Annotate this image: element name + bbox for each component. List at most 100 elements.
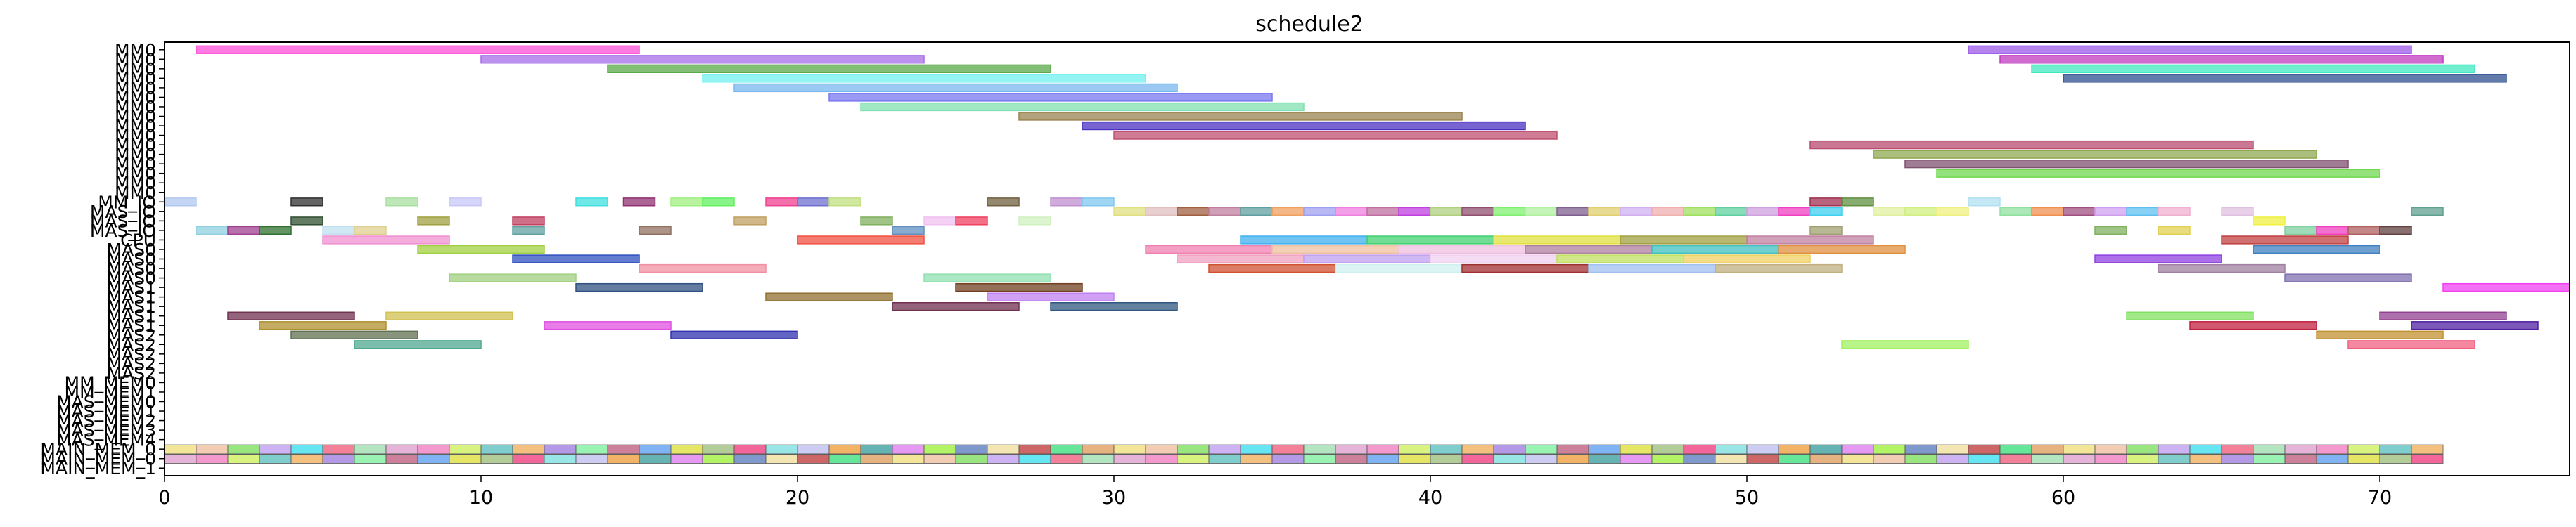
task-bar bbox=[512, 216, 545, 226]
task-bar bbox=[860, 216, 893, 226]
task-bar bbox=[1809, 197, 1843, 207]
task-bar bbox=[2094, 254, 2222, 264]
task-bar bbox=[512, 254, 640, 264]
task-bar bbox=[828, 197, 861, 207]
task-bar bbox=[2316, 226, 2349, 235]
memory-segment bbox=[1904, 454, 1937, 464]
memory-segment bbox=[860, 454, 893, 464]
lane-label: MAS1 bbox=[107, 297, 156, 317]
task-bar bbox=[955, 216, 988, 226]
lane-label: MAIN_MEM_0 bbox=[40, 449, 156, 469]
task-bar bbox=[1082, 121, 1526, 131]
x-tick-label: 20 bbox=[786, 487, 809, 509]
memory-segment bbox=[1082, 444, 1115, 455]
task-bar bbox=[290, 330, 418, 339]
memory-segment bbox=[1999, 444, 2032, 455]
memory-segment bbox=[259, 444, 292, 455]
task-bar bbox=[2158, 207, 2191, 216]
memory-segment bbox=[1620, 454, 1653, 464]
x-tick-label: 10 bbox=[469, 487, 493, 509]
memory-segment bbox=[1398, 454, 1431, 464]
task-bar bbox=[1999, 55, 2444, 64]
lane-label: MAS0 bbox=[107, 249, 156, 270]
memory-segment bbox=[2316, 454, 2349, 464]
task-bar bbox=[2411, 321, 2539, 330]
lane-label: MAS1 bbox=[107, 315, 156, 336]
task-bar bbox=[1556, 254, 1684, 264]
memory-segment bbox=[702, 454, 735, 464]
memory-segment bbox=[1746, 444, 1779, 455]
memory-segment bbox=[2189, 454, 2222, 464]
task-bar bbox=[1778, 207, 1811, 216]
task-bar bbox=[702, 74, 1146, 83]
memory-segment bbox=[1588, 454, 1621, 464]
task-bar bbox=[2379, 226, 2412, 235]
task-bar bbox=[575, 197, 608, 207]
lane-label: MM0 bbox=[115, 145, 156, 165]
lane-label: MM0 bbox=[115, 97, 156, 117]
task-bar bbox=[860, 102, 1305, 112]
task-bar bbox=[892, 226, 925, 235]
task-bar bbox=[1018, 112, 1463, 121]
memory-segment bbox=[1809, 454, 1843, 464]
memory-segment bbox=[1303, 444, 1336, 455]
memory-segment bbox=[607, 444, 640, 455]
memory-segment bbox=[1873, 454, 1906, 464]
memory-segment bbox=[797, 444, 830, 455]
task-bar bbox=[2316, 330, 2444, 339]
lane-label: MM0 bbox=[115, 135, 156, 155]
task-bar bbox=[290, 197, 323, 207]
memory-segment bbox=[2253, 454, 2286, 464]
lane-label: MAS_IO bbox=[90, 202, 156, 222]
task-bar bbox=[1873, 207, 1906, 216]
task-bar bbox=[1651, 207, 1684, 216]
task-bar bbox=[449, 273, 577, 282]
task-bar bbox=[1620, 207, 1653, 216]
task-bar bbox=[512, 226, 545, 235]
memory-segment bbox=[2253, 444, 2286, 455]
memory-segment bbox=[1778, 444, 1811, 455]
memory-segment bbox=[1113, 454, 1146, 464]
memory-segment bbox=[670, 444, 703, 455]
memory-segment bbox=[164, 454, 197, 464]
task-bar bbox=[2221, 207, 2254, 216]
x-tick-label: 30 bbox=[1102, 487, 1126, 509]
memory-segment bbox=[923, 444, 956, 455]
task-bar bbox=[1398, 245, 1526, 254]
lane-label: MAS_MEM0 bbox=[56, 392, 156, 412]
task-bar bbox=[1271, 245, 1399, 254]
task-bar bbox=[1873, 150, 2317, 159]
memory-segment bbox=[1366, 454, 1399, 464]
task-bar bbox=[1335, 207, 1368, 216]
task-bar bbox=[1651, 245, 1779, 254]
memory-segment bbox=[1177, 454, 1210, 464]
lane-label: MM0 bbox=[115, 183, 156, 203]
lane-label: MAS1 bbox=[107, 278, 156, 298]
task-bar bbox=[1398, 207, 1431, 216]
task-bar bbox=[2347, 340, 2475, 349]
lane-label: MM0 bbox=[115, 40, 156, 60]
task-bar bbox=[1809, 226, 1843, 235]
memory-segment bbox=[1493, 454, 1526, 464]
task-bar bbox=[1240, 235, 1368, 245]
task-bar bbox=[1145, 245, 1273, 254]
memory-segment bbox=[797, 454, 830, 464]
memory-segment bbox=[385, 444, 418, 455]
memory-segment bbox=[1651, 454, 1684, 464]
task-bar bbox=[923, 216, 956, 226]
task-bars bbox=[164, 45, 2570, 349]
task-bar bbox=[1082, 197, 1115, 207]
memory-strips bbox=[164, 444, 2444, 464]
memory-segment bbox=[1271, 444, 1305, 455]
task-bar bbox=[1778, 245, 1906, 254]
memory-segment bbox=[1556, 454, 1589, 464]
memory-segment bbox=[196, 454, 229, 464]
memory-segment bbox=[1366, 444, 1399, 455]
task-bar bbox=[1683, 254, 1811, 264]
memory-segment bbox=[733, 444, 767, 455]
task-bar bbox=[575, 282, 703, 292]
task-bar bbox=[1113, 131, 1558, 140]
task-bar bbox=[354, 340, 482, 349]
lane-label: MM0 bbox=[115, 78, 156, 98]
